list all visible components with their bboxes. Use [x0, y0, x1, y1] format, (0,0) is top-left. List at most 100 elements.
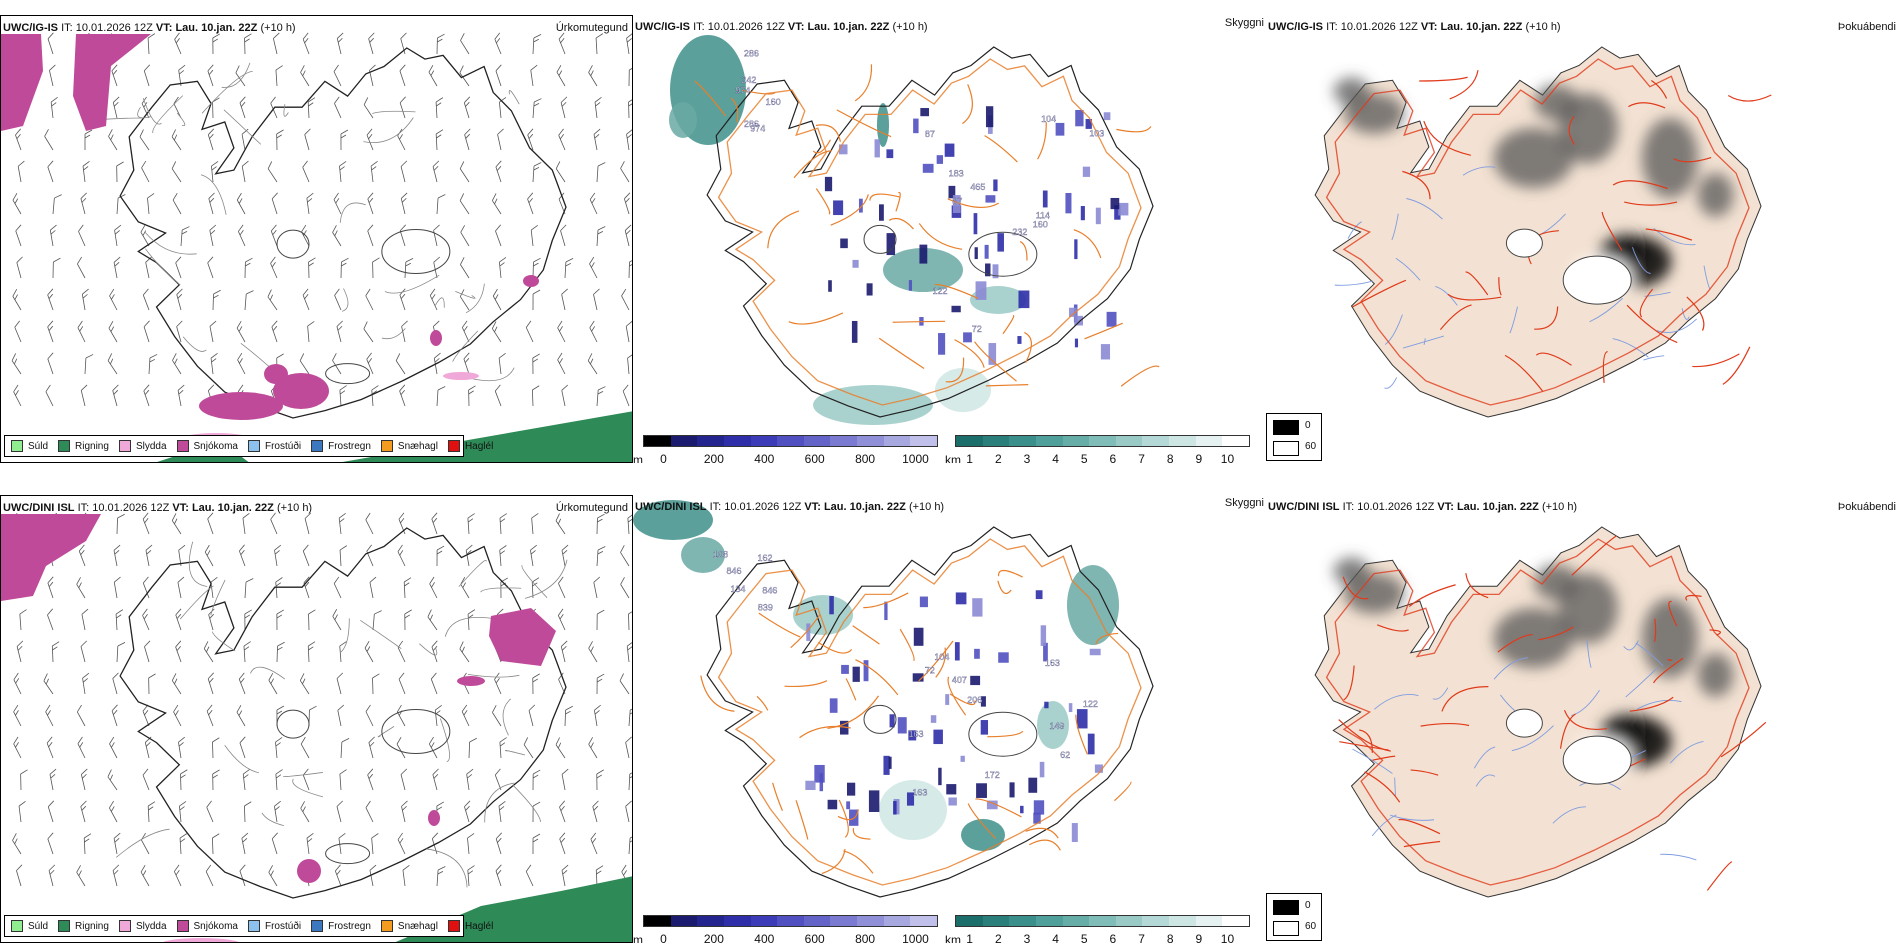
road-line [918, 223, 963, 250]
colorbar-swatch [670, 916, 698, 926]
wind-barb [467, 513, 475, 535]
wind-barb [274, 544, 282, 567]
wind-barb [304, 128, 311, 151]
wind-barb [211, 833, 220, 855]
ceiling-patch [922, 163, 934, 173]
wind-barb [177, 576, 185, 599]
wind-barb [431, 512, 438, 535]
colorbar-swatches [643, 915, 938, 927]
vt-value: Lau. 10.jan. 22Z [191, 502, 274, 514]
fog-legend-black-label: 0 [1305, 900, 1311, 911]
ceiling-patch [993, 179, 998, 192]
wind-barb [112, 384, 119, 407]
colorbar-swatch [1009, 436, 1036, 446]
wind-barb [466, 768, 474, 791]
legend-swatch [118, 920, 131, 932]
colorbar-swatch [910, 916, 938, 926]
wind-barb [43, 673, 54, 695]
river-line [1552, 806, 1586, 824]
visibility-area [813, 385, 933, 425]
wind-barb [340, 129, 349, 151]
wind-barb [175, 608, 182, 631]
road-line [1465, 573, 1489, 599]
road-line [892, 320, 946, 323]
precip-map-top [1, 32, 632, 462]
road-line [1419, 76, 1468, 82]
road-line [250, 666, 286, 680]
road-line [1653, 657, 1684, 684]
wind-barb [403, 577, 412, 599]
colorbar-tick: 9 [1195, 932, 1203, 943]
ceiling-patch [824, 176, 833, 192]
wind-barb [11, 353, 22, 375]
fog-legend-black-label: 0 [1305, 420, 1311, 431]
legend-swatch [176, 920, 189, 932]
wind-barb [398, 672, 406, 695]
model-name: UWC/IG-IS [1268, 21, 1323, 33]
wind-barb [620, 161, 630, 183]
ceiling-patch [944, 143, 955, 157]
river-line [1432, 687, 1449, 700]
ceiling-patch [1100, 344, 1111, 360]
wind-barb [107, 769, 118, 791]
wind-barb [77, 320, 86, 343]
wind-barb [49, 224, 57, 247]
road-line [484, 782, 515, 823]
road-line [1645, 228, 1693, 241]
ceiling-patch [1040, 625, 1047, 646]
wind-barb [628, 834, 632, 855]
colorbar-swatch [1062, 916, 1090, 926]
legend-label: Snæhagl [397, 440, 438, 452]
wind-barb [47, 160, 54, 183]
wind-barb [366, 544, 374, 567]
wind-barb [45, 704, 54, 727]
wind-barb [141, 160, 150, 183]
wind-barb [300, 801, 310, 823]
legend-swatch [11, 440, 23, 452]
fog-panel-bottom: UWC/DINI ISL IT: 10.01.2026 12Z VT: Lau.… [1266, 495, 1900, 943]
panel-title-precip: Úrkomutegund [555, 22, 628, 34]
road-line [700, 675, 735, 712]
ring-road [717, 58, 1142, 406]
wind-barb [564, 258, 574, 279]
ceiling-value-label: 465 [970, 182, 985, 192]
fog-map-top [1314, 46, 1772, 418]
precip-map-bottom [1, 512, 632, 942]
wind-barb [239, 736, 246, 759]
legend-item: Rigning [58, 920, 109, 932]
wind-barb [339, 641, 347, 663]
ceiling-patch [980, 696, 986, 707]
ceiling-patch [952, 195, 961, 214]
ceiling-value-label: 72 [925, 666, 935, 676]
wind-barb [557, 320, 566, 343]
road-line [377, 726, 395, 738]
ceiling-patch [906, 792, 915, 806]
colorbar-tick: 2 [994, 932, 1002, 943]
ceiling-patch [1106, 311, 1117, 327]
road-line [1686, 296, 1705, 331]
ceiling-value-label: 87 [925, 129, 935, 139]
legend-label: Rigning [75, 920, 109, 932]
ceiling-value-label: 172 [985, 770, 1000, 780]
ceiling-patch [912, 673, 924, 682]
wind-barb [52, 257, 61, 279]
colorbar-swatch [1222, 436, 1250, 446]
road-line [1024, 331, 1032, 363]
colorbar-swatch [1142, 916, 1170, 926]
road-line [1423, 120, 1471, 156]
road-line [152, 95, 184, 134]
road-line [997, 569, 1023, 578]
wind-barb [498, 352, 506, 375]
river-line [1390, 814, 1435, 821]
road-line [452, 330, 479, 362]
colorbar-swatch [1169, 436, 1196, 446]
wind-barb [113, 832, 121, 855]
wind-barb [371, 833, 379, 855]
wind-barb [145, 544, 153, 567]
it-label: IT: [693, 21, 705, 33]
wind-barb [370, 160, 378, 183]
glacier-outline [1562, 255, 1632, 305]
wind-barb [494, 32, 502, 55]
wind-barb [301, 224, 310, 247]
wind-barb [589, 192, 598, 215]
